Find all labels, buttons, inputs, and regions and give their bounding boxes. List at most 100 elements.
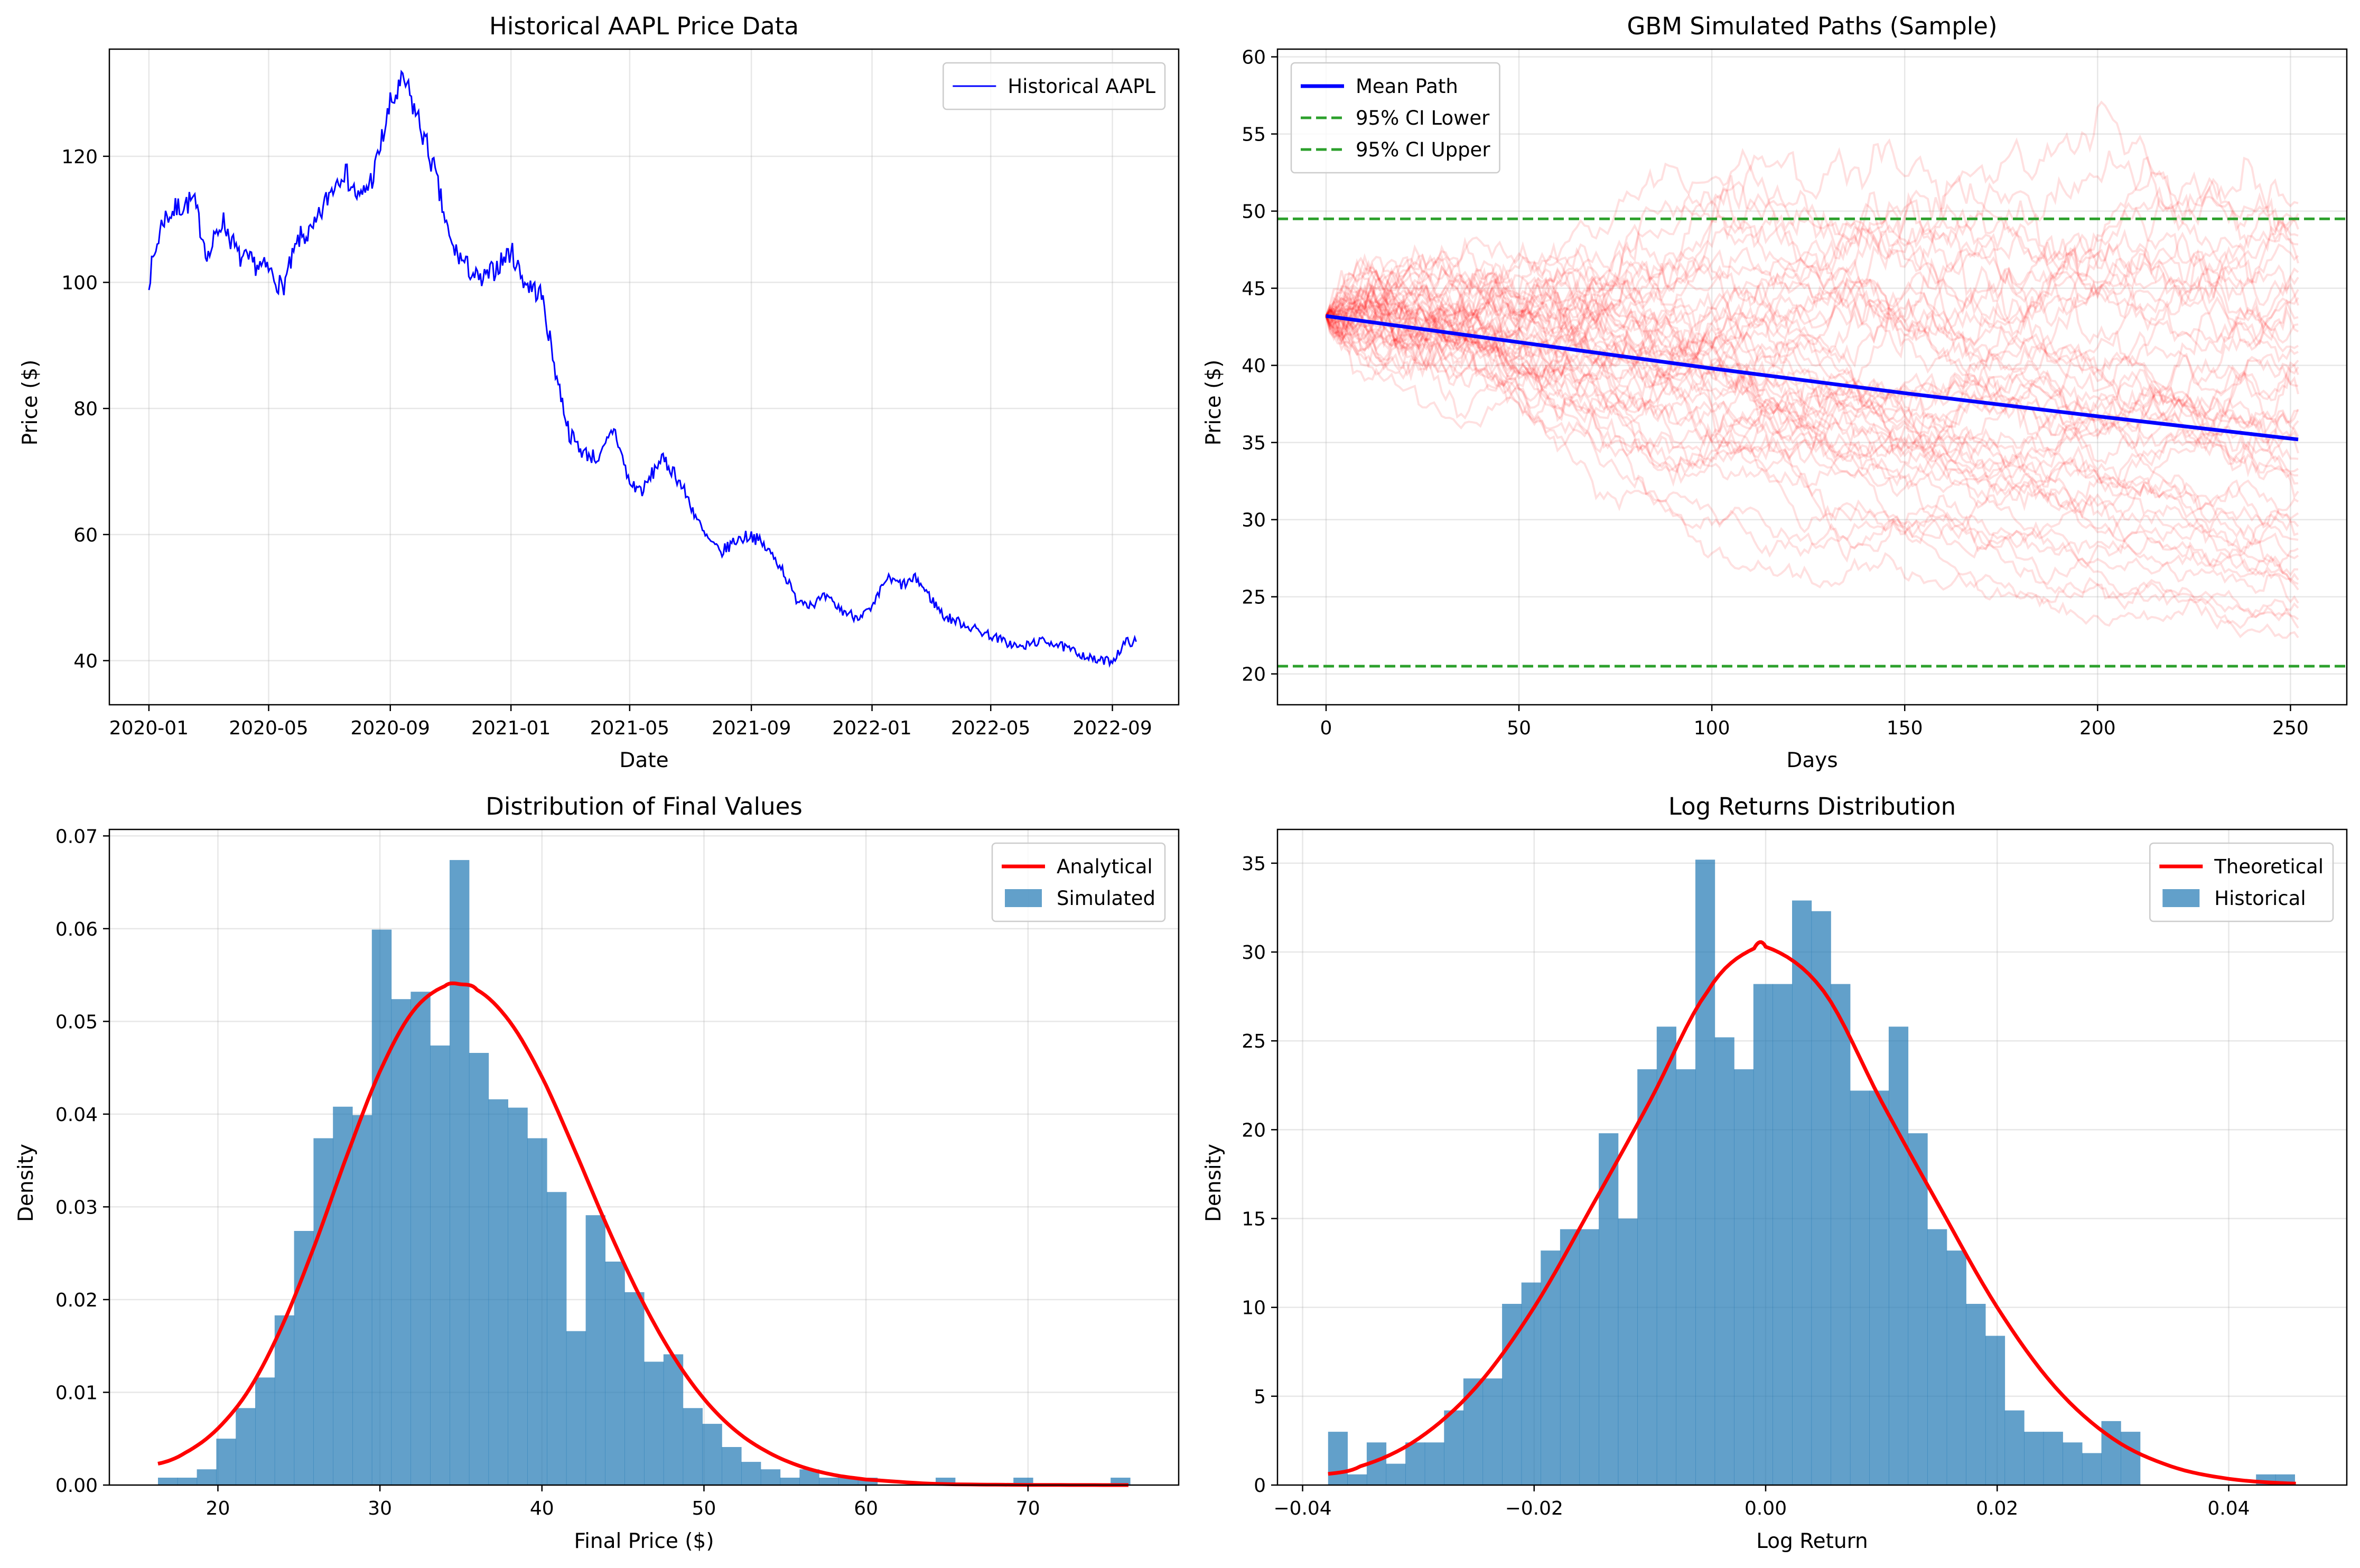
legend-label: Analytical	[1057, 855, 1153, 878]
simulated-path	[1325, 138, 2299, 345]
histogram-bars	[1328, 860, 2295, 1485]
histogram-bar	[274, 1315, 295, 1485]
simulated-path	[1325, 309, 2299, 470]
panel-gbm-paths: GBM Simulated Paths (Sample) Days Price …	[1202, 12, 2348, 772]
simulated-path	[1326, 174, 2299, 347]
histogram-bar	[1946, 1250, 1966, 1485]
histogram-bar	[1676, 1069, 1696, 1485]
histogram-bar	[508, 1107, 528, 1485]
legend-label: 95% CI Upper	[1356, 138, 1490, 161]
x-tick-label: 30	[368, 1498, 392, 1519]
histogram-bar	[1888, 1026, 1909, 1485]
simulated-path	[1325, 315, 2299, 629]
histogram-bar	[371, 929, 392, 1485]
axes-frame	[1276, 828, 2348, 1486]
simulated-path	[1325, 278, 2299, 400]
simulated-path	[1325, 315, 2299, 544]
histogram-bar	[1753, 984, 1773, 1485]
y-tick-label: 30	[1242, 510, 1266, 531]
simulated-path	[1325, 275, 2299, 460]
panel-log-returns: Log Returns Distribution Log Return Dens…	[1202, 792, 2348, 1553]
simulated-path	[1326, 236, 2299, 379]
y-tick-label: 10	[1242, 1298, 1266, 1319]
histogram-bar	[488, 1099, 508, 1485]
simulated-path	[1325, 300, 2299, 583]
y-tick-label: 5	[1254, 1386, 1266, 1408]
simulated-path	[1325, 214, 2299, 437]
histogram-bar	[585, 1215, 605, 1485]
simulated-path	[1326, 164, 2299, 347]
y-tick-label: 35	[1242, 433, 1266, 454]
simulated-path	[1325, 151, 2299, 324]
y-tick-label: 20	[1242, 664, 1266, 686]
simulated-path	[1325, 216, 2299, 354]
axes	[103, 48, 1180, 711]
x-tick-label: 20	[206, 1498, 230, 1519]
y-tick-label: 60	[73, 525, 98, 546]
x-tick-label: 200	[2079, 717, 2116, 739]
x-tick-labels: −0.04 −0.02 0.00 0.02 0.04	[1273, 1498, 2250, 1519]
simulated-path	[1325, 285, 2299, 578]
y-tick-label: 30	[1242, 942, 1266, 964]
axes-frame	[108, 48, 1180, 706]
histogram-bar	[1560, 1229, 1580, 1485]
histogram-bar	[1908, 1133, 1928, 1485]
data-marks	[157, 860, 1131, 1487]
y-tick-label: 15	[1242, 1209, 1266, 1230]
histogram-bar	[819, 1478, 839, 1485]
simulated-path	[1325, 237, 2299, 528]
x-tick-label: 0.02	[1976, 1498, 2018, 1519]
simulated-path	[1325, 291, 2299, 591]
histogram-bar	[352, 1115, 372, 1485]
simulated-path	[1326, 278, 2299, 445]
legend-label: Historical	[2214, 887, 2306, 910]
histogram-bar	[722, 1447, 742, 1485]
simulated-path	[1325, 309, 2299, 478]
data-marks	[1277, 100, 2347, 668]
x-tick-label: 2022-01	[832, 717, 911, 739]
x-tick-label: 50	[692, 1498, 716, 1519]
histogram-bar	[2082, 1453, 2102, 1485]
histogram-bar	[158, 1478, 178, 1485]
histogram-bar	[1541, 1250, 1561, 1485]
x-tick-label: 2020-01	[109, 717, 189, 739]
y-tick-labels: 20 25 30 35 40 45 50 55 60	[1242, 47, 1266, 686]
price-line	[148, 69, 1137, 668]
histogram-bar	[469, 1053, 489, 1485]
y-tick-label: 45	[1242, 278, 1266, 300]
legend-label: Simulated	[1057, 887, 1155, 910]
y-tick-label: 0.07	[55, 826, 98, 847]
histogram-bar	[430, 1046, 450, 1485]
y-tick-label: 0.00	[55, 1475, 98, 1497]
x-tick-label: 50	[1507, 717, 1531, 739]
histogram-bar	[1328, 1432, 1348, 1485]
chart-title: Distribution of Final Values	[486, 792, 803, 820]
axes	[1271, 48, 2348, 711]
simulated-path	[1325, 270, 2299, 585]
x-tick-label: 100	[1694, 717, 1730, 739]
histogram-bar	[1347, 1474, 1367, 1485]
x-tick-label: −0.02	[1505, 1498, 1563, 1519]
histogram-bar	[177, 1478, 198, 1485]
legend: Mean Path 95% CI Lower 95% CI Upper	[1290, 62, 1500, 174]
legend: Historical AAPL	[943, 62, 1166, 110]
simulated-path	[1325, 254, 2299, 604]
x-tick-label: 40	[530, 1498, 554, 1519]
histogram-bar	[313, 1138, 333, 1485]
histogram-bar	[2024, 1432, 2044, 1485]
histogram-bar	[1618, 1218, 1638, 1485]
fit-curve	[157, 981, 1128, 1487]
simulated-path	[1325, 285, 2299, 411]
legend-label: Theoretical	[2214, 855, 2324, 878]
y-tick-label: 60	[1242, 47, 1266, 69]
histogram-bar	[1792, 900, 1812, 1485]
simulated-path	[1326, 100, 2299, 350]
y-tick-label: 35	[1242, 853, 1266, 875]
histogram-bar	[1386, 1463, 1406, 1485]
histogram-bar	[547, 1192, 567, 1485]
histogram-bar	[527, 1138, 547, 1485]
legend: Analytical Simulated	[991, 842, 1166, 922]
x-tick-label: 2021-01	[471, 717, 551, 739]
y-tick-label: 0.04	[55, 1104, 98, 1126]
histogram-bar	[1869, 1090, 1889, 1485]
